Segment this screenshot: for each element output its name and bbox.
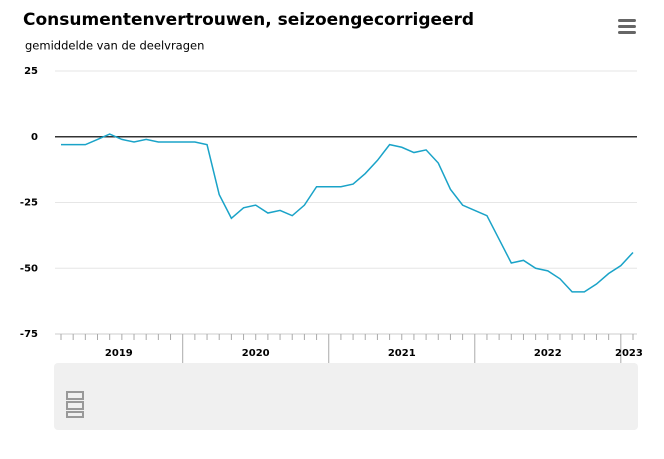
y-tick-label: -25	[20, 198, 38, 209]
y-tick-label: -50	[20, 263, 38, 274]
x-tick-label: 2021	[388, 348, 416, 359]
y-tick-label: 25	[24, 66, 38, 77]
data-line	[61, 133, 634, 293]
chart-title: Consumentenvertrouwen, seizoengecorrigee…	[23, 10, 474, 30]
x-tick-label: 2020	[242, 348, 270, 359]
menu-bar	[618, 19, 636, 22]
navigator-area	[54, 363, 638, 430]
x-tick-label: 2019	[105, 348, 133, 359]
x-tick-label: 2023	[615, 348, 643, 359]
y-tick-label: 0	[31, 132, 38, 143]
y-tick-label: -75	[20, 329, 38, 340]
menu-bar	[618, 25, 636, 28]
cbs-logo	[66, 391, 84, 418]
x-tick-label: 2022	[534, 348, 562, 359]
menu-button[interactable]	[618, 19, 636, 34]
menu-bar	[618, 31, 636, 34]
chart-subtitle: gemiddelde van de deelvragen	[25, 39, 204, 53]
